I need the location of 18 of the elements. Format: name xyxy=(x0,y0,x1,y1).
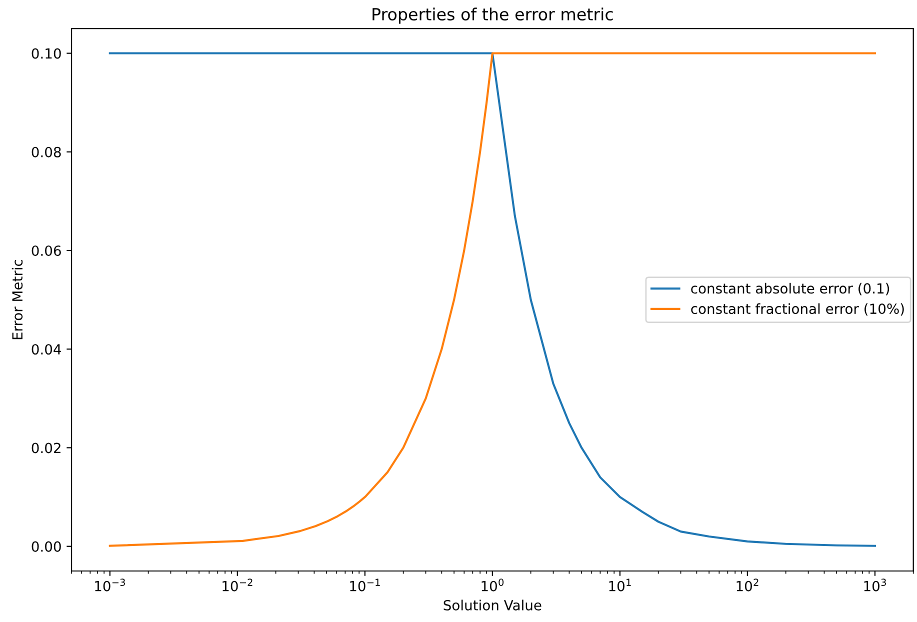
x-tick-label: 10$^{−1}$ xyxy=(350,578,380,592)
x-tick-label: 10$^{−3}$ xyxy=(95,578,125,592)
legend-label: constant absolute error (0.1) xyxy=(691,282,890,296)
chart-title: Properties of the error metric xyxy=(372,8,613,24)
y-tick-label: 0.10 xyxy=(32,48,61,59)
x-tick-label: 10$^{3}$ xyxy=(864,578,886,592)
x-tick-label: 10$^{−2}$ xyxy=(222,578,252,592)
x-axis-title: Solution Value xyxy=(444,600,542,610)
legend-label: constant fractional error (10%) xyxy=(691,303,904,316)
y-tick-label: 0.08 xyxy=(32,146,61,158)
x-tick-label: 10$^{2}$ xyxy=(736,578,758,592)
x-tick-label: 10$^{1}$ xyxy=(609,578,631,592)
y-tick-label: 0.04 xyxy=(32,344,62,355)
y-tick-label: 0.06 xyxy=(32,245,61,256)
x-tick-label: 10$^{0}$ xyxy=(482,578,504,592)
y-axis-title: Error Metric xyxy=(12,260,23,340)
y-tick-label: 0.00 xyxy=(32,541,61,552)
y-tick-label: 0.02 xyxy=(32,442,60,454)
